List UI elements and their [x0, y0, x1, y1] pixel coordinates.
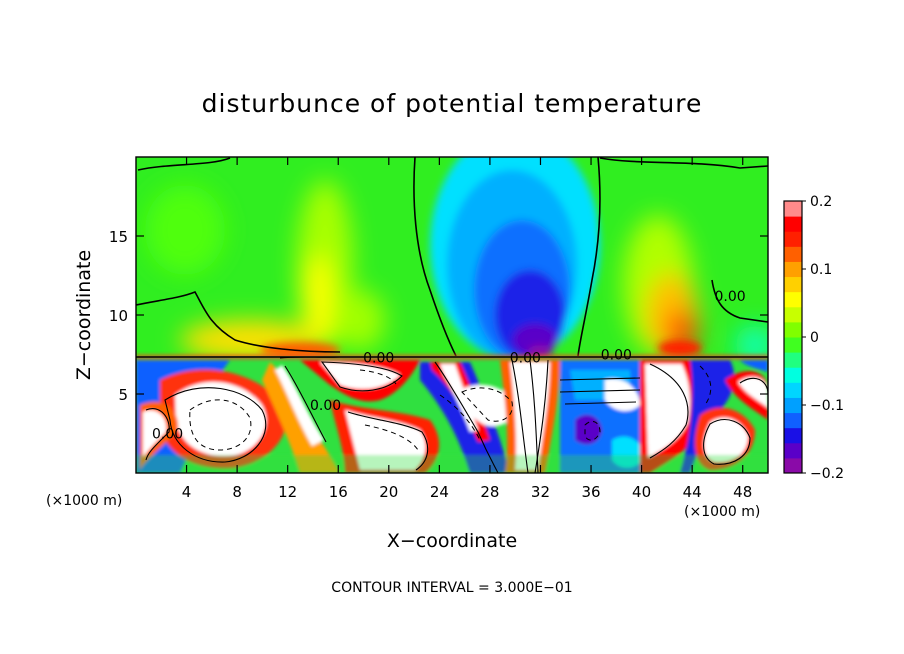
x-tick-label: 44 — [683, 483, 702, 501]
x-unit-label-left: (×1000 m) — [46, 493, 122, 509]
y-axis: 5 10 15 — [109, 228, 768, 404]
colorbar-swatch — [784, 261, 802, 278]
colorbar-swatch — [784, 306, 802, 323]
colorbar-swatch — [784, 397, 802, 414]
x-unit-label-right: (×1000 m) — [684, 504, 760, 520]
colorbar-swatch — [784, 412, 802, 429]
colorbar-swatch — [784, 337, 802, 353]
colorbar-swatch — [784, 201, 802, 217]
colorbar-swatch — [784, 216, 802, 232]
contour-label: 0.00 — [601, 348, 632, 364]
contour-label: 0.00 — [510, 351, 541, 367]
colorbar-swatch — [784, 321, 802, 338]
heatmap-field — [136, 157, 768, 473]
y-tick-label: 15 — [109, 228, 128, 246]
x-tick-label: 48 — [733, 483, 752, 501]
colorbar-swatch — [784, 231, 802, 247]
x-tick-label: 16 — [329, 483, 348, 501]
x-tick-label: 4 — [182, 483, 192, 501]
contour-label: 0.00 — [310, 398, 341, 414]
x-tick-label: 28 — [480, 483, 499, 501]
colorbar-swatch — [784, 276, 802, 293]
contour-interval-note: CONTOUR INTERVAL = 3.000E−01 — [331, 580, 572, 596]
contour-label: 0.00 — [152, 427, 183, 443]
contour-labels: 0.00 0.00 0.00 0.00 0.00 0.00 — [152, 289, 746, 442]
colorbar-tick-label: 0.1 — [810, 262, 832, 278]
colorbar-swatch — [784, 291, 802, 308]
colorbar-swatch — [784, 427, 802, 444]
chart-title: disturbunce of potential temperature — [202, 89, 703, 118]
colorbar-tick-label: 0.2 — [810, 194, 832, 210]
colorbar: 0.2 0.1 0 −0.1 −0.2 — [783, 194, 844, 482]
x-tick-label: 36 — [581, 483, 600, 501]
colorbar-swatch — [784, 352, 802, 368]
contour-label: 0.00 — [714, 289, 745, 305]
x-tick-label: 20 — [379, 483, 398, 501]
colorbar-swatch — [784, 382, 802, 398]
x-tick-label: 32 — [531, 483, 550, 501]
x-axis-title: X−coordinate — [387, 530, 517, 552]
colorbar-swatch — [784, 246, 802, 262]
y-axis-title: Z−coordinate — [73, 250, 95, 380]
colorbar-tick-label: 0 — [810, 330, 819, 346]
colorbar-swatch — [784, 367, 802, 383]
x-tick-label: 8 — [232, 483, 242, 501]
y-tick-label: 10 — [109, 307, 128, 325]
x-tick-label: 40 — [632, 483, 651, 501]
colorbar-swatch — [784, 457, 802, 474]
x-tick-label: 24 — [430, 483, 449, 501]
colorbar-tick-label: −0.1 — [810, 398, 844, 414]
colorbar-tick-label: −0.2 — [810, 466, 844, 482]
y-tick-label: 5 — [118, 386, 128, 404]
contour-label: 0.00 — [363, 351, 394, 367]
x-tick-label: 12 — [278, 483, 297, 501]
x-axis: 4 8 12 16 20 24 28 32 36 40 44 48 — [182, 157, 752, 501]
colorbar-swatch — [784, 442, 802, 459]
